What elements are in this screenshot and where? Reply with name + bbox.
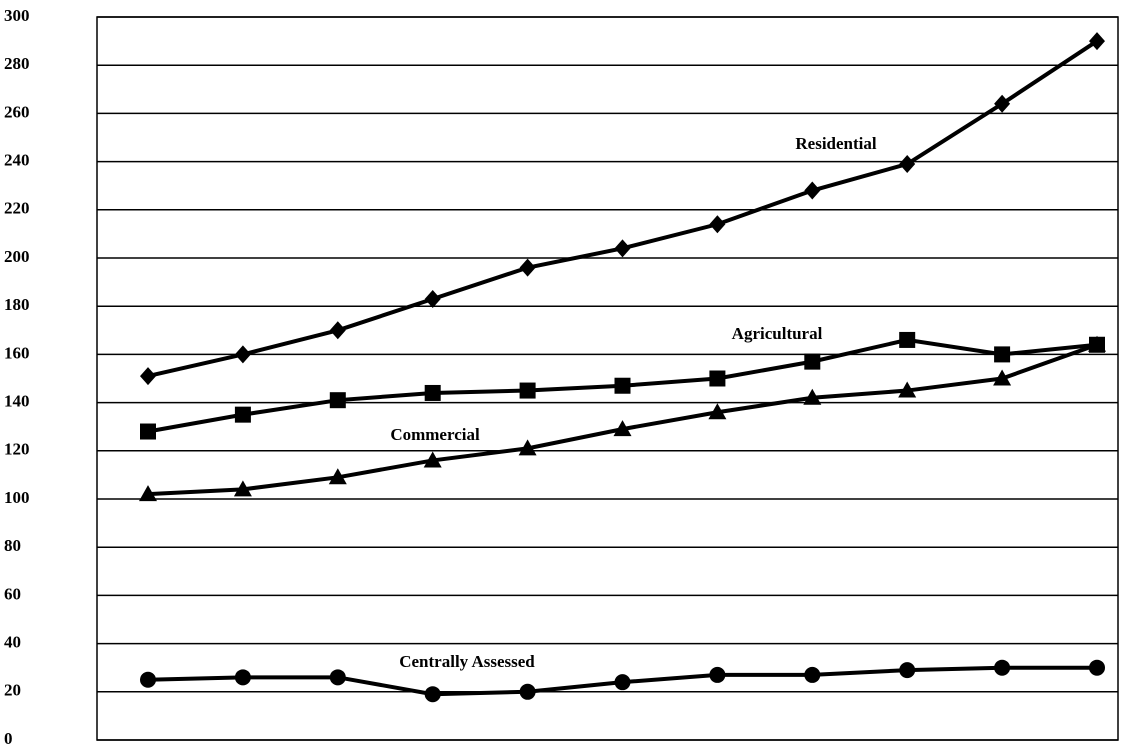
marker [613, 420, 632, 437]
marker [140, 423, 156, 440]
y-tick-label: 140 [4, 392, 30, 411]
series-label: Agricultural [732, 324, 823, 343]
marker [804, 353, 821, 370]
marker [1088, 335, 1106, 352]
marker [994, 659, 1011, 676]
series-label: Commercial [390, 425, 480, 444]
marker [994, 94, 1011, 113]
y-tick-label: 200 [4, 247, 30, 266]
y-tick-label: 240 [4, 151, 30, 170]
marker [140, 367, 156, 386]
marker [424, 289, 441, 308]
marker [614, 674, 631, 691]
y-tick-label: 40 [4, 633, 21, 652]
y-tick-label: 180 [4, 295, 30, 314]
marker [1089, 659, 1105, 676]
marker [329, 321, 346, 340]
series-label: Residential [795, 134, 877, 153]
marker [614, 377, 631, 394]
y-tick-label: 300 [4, 6, 30, 25]
marker [234, 406, 251, 423]
marker [519, 382, 536, 399]
marker [709, 370, 726, 387]
y-tick-label: 80 [4, 536, 21, 555]
marker [994, 346, 1011, 363]
marker [993, 369, 1012, 386]
series-label: Centrally Assessed [399, 652, 535, 671]
y-tick-label: 260 [4, 102, 30, 121]
marker [804, 181, 821, 200]
marker [899, 331, 916, 348]
y-tick-label: 0 [4, 729, 13, 745]
marker [709, 215, 726, 234]
y-tick-label: 120 [4, 440, 30, 459]
marker [898, 381, 917, 398]
marker [234, 345, 251, 364]
marker [518, 439, 537, 456]
y-tick-label: 60 [4, 584, 21, 603]
marker [519, 683, 536, 700]
series-line [147, 342, 1098, 497]
marker [423, 451, 442, 468]
y-tick-label: 280 [4, 54, 30, 73]
marker [328, 468, 347, 485]
marker [708, 403, 727, 420]
y-tick-label: 160 [4, 343, 30, 362]
marker [709, 666, 726, 683]
marker [329, 392, 346, 409]
plot-frame [96, 16, 1119, 741]
marker [139, 485, 157, 502]
marker [614, 239, 631, 258]
marker [804, 666, 821, 683]
marker [1089, 32, 1105, 51]
marker [329, 669, 346, 686]
marker [424, 384, 441, 401]
y-tick-label: 220 [4, 199, 30, 218]
marker [140, 671, 156, 688]
marker [424, 686, 441, 703]
marker [899, 662, 916, 679]
y-tick-label: 20 [4, 681, 21, 700]
marker [233, 480, 252, 497]
marker [519, 258, 536, 277]
y-tick-label: 100 [4, 488, 30, 507]
marker [803, 388, 822, 405]
marker [899, 155, 916, 174]
marker [234, 669, 251, 686]
series-line [147, 39, 1099, 379]
